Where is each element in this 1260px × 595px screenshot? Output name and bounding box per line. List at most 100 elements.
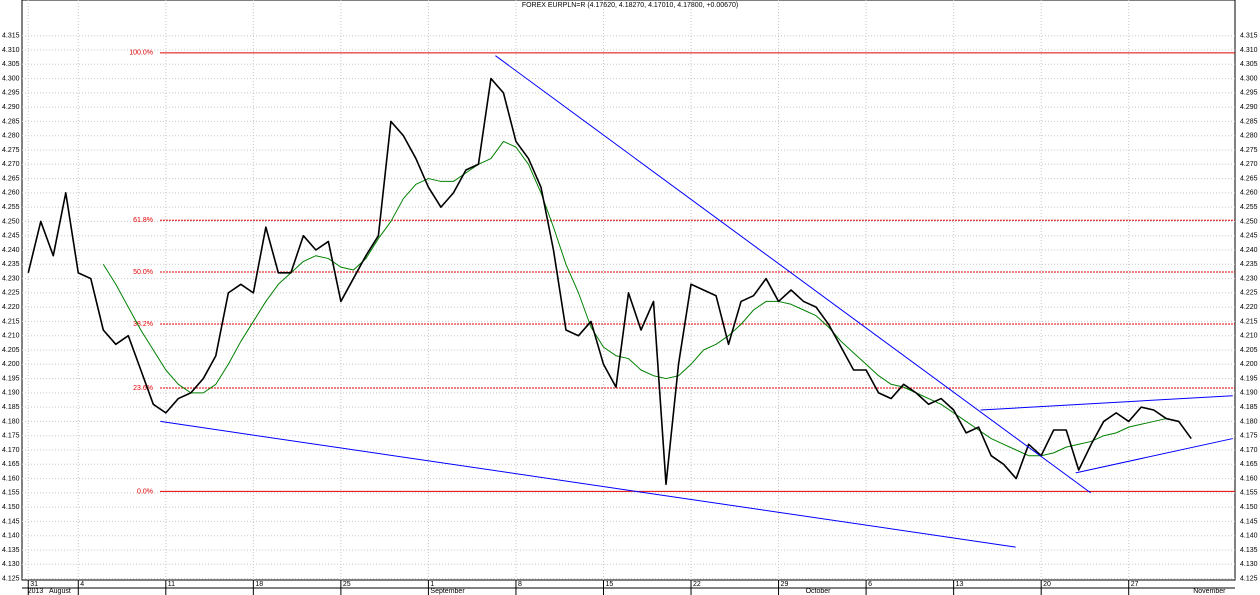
series-line (27, 77, 1192, 486)
y-tick-label-right: 4.190 (1240, 390, 1258, 397)
y-tick-label: 4.230 (2, 275, 20, 282)
y-tick-label: 4.140 (2, 533, 20, 540)
x-tick-label: 8 (518, 581, 522, 588)
x-tick-label: 11 (168, 581, 175, 588)
y-tick-label-right: 4.300 (1240, 75, 1258, 82)
x-tick-label: 1 (430, 581, 434, 588)
y-tick-label: 4.245 (2, 233, 20, 240)
y-tick-label-right: 4.180 (1240, 418, 1258, 425)
x-tick-label: 15 (605, 581, 613, 588)
y-tick-label-right: 4.215 (1240, 318, 1258, 325)
y-tick-label-right: 4.140 (1240, 533, 1258, 540)
y-tick-label: 4.150 (2, 504, 20, 511)
y-tick-label: 4.135 (2, 547, 20, 554)
x-tick-label: 31 (30, 581, 38, 588)
y-tick-label-right: 4.260 (1240, 190, 1258, 197)
fib-label: 23.6% (133, 385, 153, 392)
y-tick-label-right: 4.160 (1240, 475, 1258, 482)
y-tick-label: 4.290 (2, 104, 20, 111)
y-tick-label: 4.255 (2, 204, 20, 211)
x-tick-label: 27 (1131, 581, 1139, 588)
fib-label: 38.2% (133, 321, 153, 328)
month-label: 2013 (28, 588, 44, 595)
x-tick-label: 18 (255, 581, 263, 588)
y-tick-label: 4.170 (2, 447, 20, 454)
y-tick-label-right: 4.225 (1240, 290, 1258, 297)
y-tick-label: 4.295 (2, 90, 20, 97)
y-tick-label: 4.265 (2, 175, 20, 182)
x-tick-label: 13 (956, 581, 964, 588)
y-tick-label-right: 4.195 (1240, 375, 1258, 382)
y-tick-label-right: 4.305 (1240, 61, 1258, 68)
y-tick-label-right: 4.220 (1240, 304, 1258, 311)
y-tick-label: 4.175 (2, 433, 20, 440)
y-tick-label: 4.125 (2, 575, 20, 582)
y-tick-label: 4.160 (2, 475, 20, 482)
fib-label: 50.0% (133, 269, 153, 276)
y-tick-label-right: 4.165 (1240, 461, 1258, 468)
x-tick-label: 29 (781, 581, 789, 588)
y-tick-label-right: 4.295 (1240, 90, 1258, 97)
y-tick-label-right: 4.310 (1240, 47, 1258, 54)
y-tick-label: 4.235 (2, 261, 20, 268)
y-tick-label: 4.195 (2, 375, 20, 382)
month-label: August (49, 588, 71, 595)
y-tick-label: 4.220 (2, 304, 20, 311)
y-tick-label: 4.250 (2, 218, 20, 225)
x-tick-label: 6 (868, 581, 872, 588)
y-tick-label-right: 4.170 (1240, 447, 1258, 454)
y-tick-label: 4.300 (2, 75, 20, 82)
y-tick-label: 4.185 (2, 404, 20, 411)
y-tick-label-right: 4.135 (1240, 547, 1258, 554)
fib-label: 0.0% (137, 488, 153, 495)
y-tick-label-right: 4.255 (1240, 204, 1258, 211)
y-tick-label: 4.190 (2, 390, 20, 397)
y-tick-label-right: 4.235 (1240, 261, 1258, 268)
y-tick-label: 4.280 (2, 133, 20, 140)
month-label: November (1193, 588, 1226, 595)
y-tick-label-right: 4.240 (1240, 247, 1258, 254)
y-tick-label: 4.270 (2, 161, 20, 168)
month-label: September (430, 588, 465, 595)
y-tick-label-right: 4.150 (1240, 504, 1258, 511)
y-tick-label-right: 4.265 (1240, 175, 1258, 182)
y-tick-label: 4.155 (2, 490, 20, 497)
trend-line (160, 420, 1016, 548)
x-tick-label: 25 (343, 581, 351, 588)
y-tick-label-right: 4.285 (1240, 118, 1258, 125)
trend-line (980, 395, 1233, 411)
y-tick-label: 4.240 (2, 247, 20, 254)
y-tick-label-right: 4.125 (1240, 575, 1258, 582)
x-tick-label: 4 (80, 581, 84, 588)
y-tick-label-right: 4.270 (1240, 161, 1258, 168)
y-tick-label-right: 4.155 (1240, 490, 1258, 497)
chart-title: FOREX EURPLN=R (4.17620, 4.18270, 4.1701… (522, 2, 738, 9)
y-tick-label-right: 4.315 (1240, 33, 1258, 40)
y-tick-label: 4.225 (2, 290, 20, 297)
y-tick-label: 4.200 (2, 361, 20, 368)
month-label: October (806, 588, 832, 595)
x-tick-label: 20 (1043, 581, 1051, 588)
y-tick-label-right: 4.245 (1240, 233, 1258, 240)
y-tick-label-right: 4.290 (1240, 104, 1258, 111)
y-tick-label: 4.215 (2, 318, 20, 325)
x-tick-label: 22 (693, 581, 701, 588)
y-tick-label: 4.285 (2, 118, 20, 125)
y-tick-label: 4.305 (2, 61, 20, 68)
trend-line (495, 55, 1091, 494)
y-tick-label-right: 4.175 (1240, 433, 1258, 440)
y-tick-label: 4.310 (2, 47, 20, 54)
y-tick-label: 4.165 (2, 461, 20, 468)
plot-area (21, 0, 1236, 581)
y-tick-label-right: 4.280 (1240, 133, 1258, 140)
y-tick-label-right: 4.230 (1240, 275, 1258, 282)
fib-label: 100.0% (129, 50, 153, 57)
y-tick-label-right: 4.210 (1240, 333, 1258, 340)
y-tick-label: 4.260 (2, 190, 20, 197)
y-tick-label-right: 4.145 (1240, 518, 1258, 525)
y-tick-label: 4.145 (2, 518, 20, 525)
trend-line (1075, 438, 1233, 474)
y-tick-label: 4.205 (2, 347, 20, 354)
y-tick-label-right: 4.130 (1240, 561, 1258, 568)
